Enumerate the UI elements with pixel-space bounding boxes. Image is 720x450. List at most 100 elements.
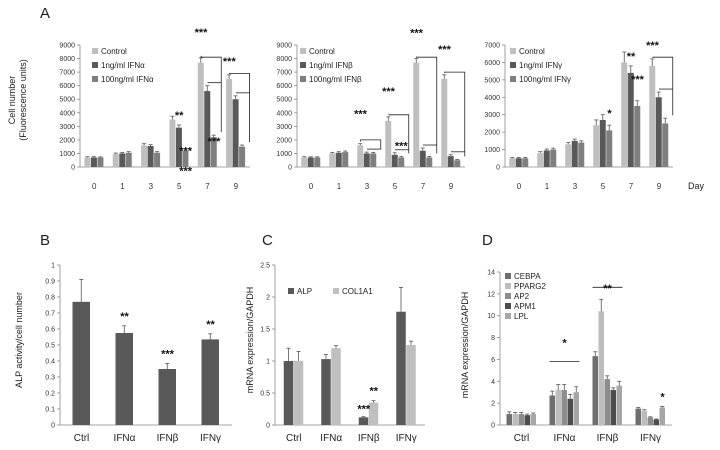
y-axis-label: mRNA expression/GAPDH [460,292,470,399]
legend-swatch [300,62,306,68]
bar [141,145,148,167]
y-tick-label: 1 [266,359,270,366]
bar [610,390,616,425]
y-tick-label: 0 [51,423,55,430]
bar [370,153,377,167]
legend-label: 100ng/ml IFNγ [519,75,571,84]
y-tick-label: 8000 [59,56,75,63]
legend-swatch [333,288,339,294]
y-tick-label: 0.5 [260,391,270,398]
y-tick-label: 0 [71,165,75,172]
significance-label: *** [646,40,660,52]
x-tick-label: 7 [205,182,210,191]
bar [182,150,189,167]
significance-label: *** [354,109,368,121]
x-tick-label: Ctrl [514,433,530,444]
y-tick-label: 0.7 [45,311,55,318]
bar [232,99,239,167]
bar [112,154,119,167]
legend-swatch [92,76,98,82]
bar [524,415,530,425]
bar [565,144,572,167]
x-tick-label: 9 [449,182,454,191]
y-axis-label: Cell number(Fluorescence units) [7,59,28,141]
legend-swatch [505,293,511,299]
bar [555,390,561,425]
bar [204,91,211,167]
y-tick-label: 10 [487,313,495,320]
x-tick-label: IFNβ [597,433,619,444]
bar [342,152,349,167]
bar [301,157,308,167]
x-tick-label: IFNγ [200,433,221,444]
y-tick-label: 0.5 [45,343,55,350]
panel-label: D [482,232,493,249]
bar [158,369,176,425]
x-tick-label: 0 [517,182,522,191]
bar [357,145,364,167]
bar [604,379,610,425]
y-tick-label: 0 [496,165,500,172]
bar [97,157,104,167]
y-tick-label: 7000 [484,43,500,50]
x-tick-label: IFNγ [396,433,417,444]
bar [154,152,161,167]
bar [419,150,426,167]
significance-bracket [228,72,250,143]
bar [649,65,656,167]
bar [396,311,406,425]
y-tick-label: 5000 [484,77,500,84]
bar [307,157,314,167]
bar [331,348,341,425]
significance-label: * [562,338,567,350]
bar [147,145,154,167]
x-tick-label: IFNγ [640,433,661,444]
bar [635,408,641,425]
legend-swatch [300,76,306,82]
y-tick-label: 0 [288,165,292,172]
x-tick-label: 5 [601,182,606,191]
chart-panel-a2: 0 1000 2000 3000 4000 5000 6000 7000 8000 9000 0 1 3… [276,28,466,191]
bar [90,157,97,167]
significance-label: *** [395,140,409,152]
bar [593,125,600,167]
y-tick-label: 6 [491,357,495,364]
y-tick-label: 9000 [276,43,292,50]
y-tick-label: 3000 [276,124,292,131]
bar [283,361,294,425]
y-tick-label: 0.8 [45,295,55,302]
y-tick-label: 2.5 [260,263,270,270]
legend-swatch [288,288,294,294]
significance-label: *** [208,136,222,148]
y-tick-label: 0.2 [45,391,55,398]
bar [598,311,604,425]
significance-label: * [660,391,665,403]
x-axis-label: Day [688,181,705,191]
panel-label: C [262,232,273,249]
bar [314,157,321,167]
legend-swatch [505,283,511,289]
legend-label: ALP [297,287,312,296]
legend-label: APM1 [514,302,536,311]
bar [512,414,518,425]
legend-label: 1ng/ml IFNβ [309,61,353,70]
bar [653,419,659,425]
bar [363,153,370,167]
significance-bracket [388,114,410,154]
y-tick-label: 2000 [484,130,500,137]
bar [543,150,550,167]
y-tick-label: 0.6 [45,327,55,334]
significance-label: *** [357,404,371,416]
bar [385,120,392,167]
bar [454,160,461,167]
significance-label: *** [631,74,645,86]
bar [321,359,331,425]
bar [662,123,669,167]
legend-swatch [510,76,516,82]
y-tick-label: 8 [491,335,495,342]
x-tick-label: 1 [545,182,550,191]
y-tick-label: 1.5 [260,327,270,334]
y-tick-label: 0.9 [45,279,55,286]
